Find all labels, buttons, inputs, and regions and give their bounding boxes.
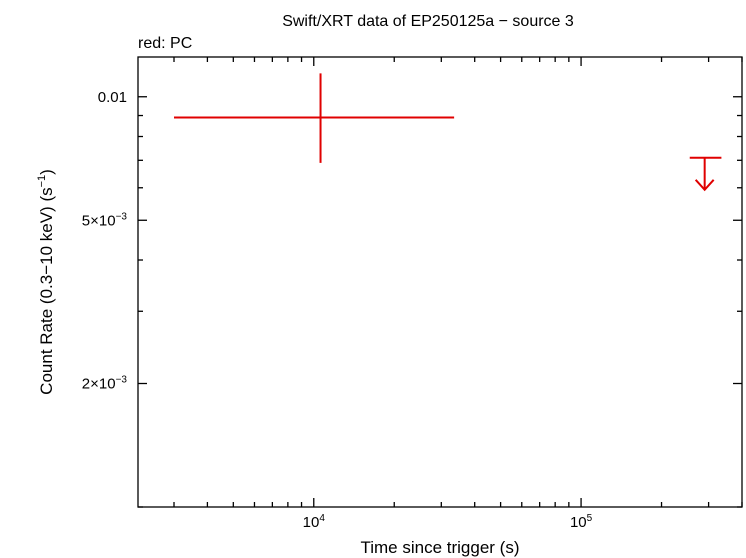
x-tick-label: 105	[570, 513, 593, 531]
plot-frame	[137, 56, 743, 508]
data-marks	[174, 73, 722, 192]
upper-limit-arrow	[694, 179, 715, 192]
y-tick-label: 5×10−3	[82, 211, 128, 229]
chart-subtitle: red: PC	[138, 35, 192, 52]
axis-tick-labels: 104 105 0.01 5×10−3 2×10−3	[82, 89, 593, 531]
chart-title: Swift/XRT data of EP250125a − source 3	[282, 13, 574, 30]
y-tick-label: 0.01	[98, 89, 127, 106]
y-tick-label: 2×10−3	[82, 375, 128, 393]
x-tick-label: 104	[303, 513, 326, 531]
axis-ticks	[138, 57, 743, 508]
x-axis-label: Time since trigger (s)	[360, 538, 519, 557]
y-axis-label: Count Rate (0.3−10 keV) (s−1)	[36, 169, 56, 395]
